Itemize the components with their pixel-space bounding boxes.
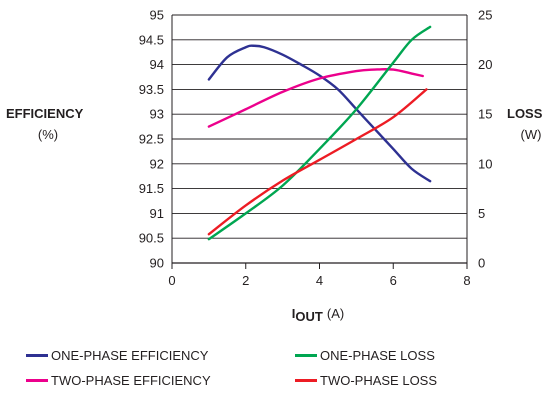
left-y-tick-label: 92 [150, 156, 164, 171]
legend-swatch [295, 354, 317, 357]
x-tick-label: 2 [242, 273, 249, 288]
grid-lines [172, 14, 467, 264]
legend-item-one-phase-loss: ONE-PHASE LOSS [295, 348, 435, 363]
legend-item-two-phase-efficiency: TWO-PHASE EFFICIENCY [26, 373, 211, 388]
left-y-tick-label: 94 [150, 57, 164, 72]
legend-label: TWO-PHASE LOSS [320, 373, 438, 388]
left-y-tick-label: 90 [150, 256, 164, 271]
x-tick-label: 4 [316, 273, 323, 288]
legend-item-one-phase-efficiency: ONE-PHASE EFFICIENCY [26, 348, 208, 363]
series-line-two-phase-loss [207, 88, 428, 236]
x-axis-title-subscript: OUT [295, 309, 323, 324]
x-axis-title: IOUT (A) [292, 306, 344, 324]
x-tick-label: 8 [463, 273, 470, 288]
series-line-one-phase-efficiency [207, 44, 432, 183]
right-y-tick-label: 10 [478, 156, 492, 171]
legend-label: ONE-PHASE LOSS [320, 348, 435, 363]
left-y-tick-label: 92.5 [139, 132, 164, 147]
right-y-tick-label: 0 [478, 256, 485, 271]
legend-swatch [26, 354, 48, 357]
left-y-tick-label: 93.5 [139, 82, 164, 97]
legend-swatch [26, 379, 48, 382]
x-tick-label: 6 [390, 273, 397, 288]
left-y-tick-label: 91 [150, 206, 164, 221]
left-y-tick-label: 91.5 [139, 181, 164, 196]
right-y-tick-label: 15 [478, 107, 492, 122]
legend-item-two-phase-loss: TWO-PHASE LOSS [295, 373, 437, 388]
right-y-tick-label: 20 [478, 57, 492, 72]
left-y-tick-labels: 90 90.5 91 91.5 92 92.5 93 93.5 94 94.5 95 [139, 8, 164, 271]
right-y-axis-unit: (W) [521, 127, 542, 142]
left-y-tick-label: 95 [150, 8, 164, 23]
legend-label: ONE-PHASE EFFICIENCY [51, 348, 209, 363]
right-y-tick-label: 5 [478, 206, 485, 221]
series-line-two-phase-efficiency [207, 68, 424, 128]
right-y-tick-labels: 0 5 10 15 20 25 [478, 8, 492, 271]
left-y-tick-label: 90.5 [139, 231, 164, 246]
legend-label: TWO-PHASE EFFICIENCY [51, 373, 211, 388]
left-y-axis-unit: (%) [38, 127, 58, 142]
left-y-tick-label: 93 [150, 107, 164, 122]
series-line-one-phase-loss [207, 25, 432, 241]
data-series [207, 25, 432, 241]
left-y-tick-label: 94.5 [139, 32, 164, 47]
x-axis-title-main: I [292, 306, 296, 321]
x-tick-label: 0 [168, 273, 175, 288]
right-y-tick-label: 25 [478, 8, 492, 23]
axes [171, 15, 468, 269]
legend-swatch [295, 379, 317, 382]
right-y-axis-title: LOSS [507, 106, 543, 121]
x-tick-labels: 0 2 4 6 8 [168, 273, 470, 288]
left-y-axis-title: EFFICIENCY [6, 106, 84, 121]
x-axis-title-unit: (A) [327, 306, 344, 321]
